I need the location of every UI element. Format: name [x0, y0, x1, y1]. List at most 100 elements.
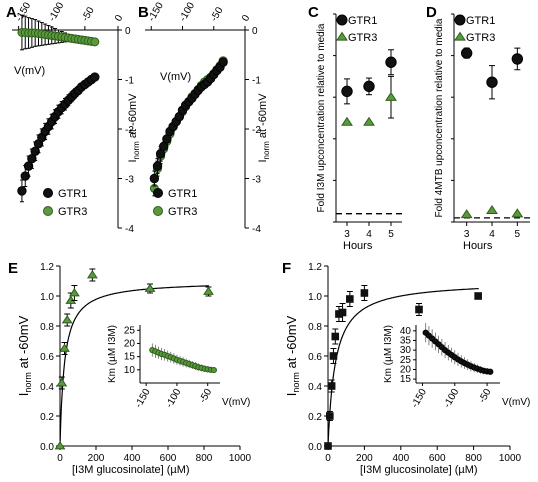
x-tick-label: 0 [325, 453, 331, 464]
x-tick-label: 200 [356, 453, 373, 464]
y-tick-label: -3 [252, 175, 261, 186]
inset-y-tick-label: 35 [400, 335, 412, 346]
y-tick-label: 0 [125, 26, 131, 37]
y-tick-label: -3 [125, 175, 134, 186]
legend-a-gtr3: GTR3 [58, 206, 87, 218]
panel-d: 3 4 5 Fold 4MTB upconcentration relative to… [434, 13, 530, 240]
x-tick-label: 600 [429, 453, 446, 464]
inset-x-axis-label: V(mV) [502, 397, 530, 408]
x-tick-label: 0 [113, 13, 126, 24]
y-tick-label: -1 [125, 76, 134, 87]
y-tick-label: 0 [252, 26, 258, 37]
data-point [329, 352, 338, 360]
legend-b-gtr3-marker [153, 206, 163, 216]
inset-y-tick-label: 20 [124, 338, 136, 349]
panel-f-xlabel: [I3M glucosinolate] (µM) [360, 464, 478, 476]
y-tick-label: -1 [252, 76, 261, 87]
data-point-gtr1 [486, 76, 498, 88]
inset-x-tick-label: -50 [477, 387, 494, 405]
x-tick-label: 200 [88, 453, 105, 464]
data-point-gtr1 [218, 57, 228, 67]
data-point [326, 412, 334, 420]
y-axis-label: Inorm at -60mV [16, 315, 33, 396]
panel-f-text: [I3M glucosinolate] (µM) [360, 464, 478, 476]
data-point [203, 286, 214, 295]
y-tick-label: 1.2 [308, 262, 322, 273]
y-axis-label: Fold I3M upconcentration relative to med… [316, 23, 327, 212]
y-tick-label: 0.6 [40, 352, 54, 363]
inset-data-point [487, 368, 494, 375]
legend-gtr3-marker [454, 31, 466, 41]
y-tick-label: 0.2 [308, 412, 322, 423]
inset-y-axis-label: Km (µM I3M) [383, 325, 394, 383]
y-tick-label: -2 [125, 125, 134, 136]
panel-f: 0 200 400 600 800 1000 0.0 0.2 0.4 0.6 0.8 1.0 1.2 In… [284, 262, 530, 464]
y-tick-label: 0.4 [308, 382, 322, 393]
panel-c-xlabel: Hours [343, 240, 373, 252]
data-point-gtr3 [460, 209, 473, 219]
data-point-gtr1 [90, 72, 100, 82]
legend-c-gtr1: GTR1 [348, 15, 377, 27]
panel-b-xlabel: V(mV) [160, 71, 191, 83]
data-point-gtr3 [341, 116, 353, 126]
data-point [86, 270, 98, 279]
data-point [144, 283, 156, 292]
panel-b-ylabel: Inorm at -60mV [257, 93, 271, 163]
x-tick-label: 0 [57, 453, 63, 464]
y-tick-label: 0.2 [40, 412, 54, 423]
legend-b-gtr3: GTR3 [168, 206, 197, 218]
legend-a-gtr1-marker [43, 188, 53, 198]
legend-b-gtr1: GTR1 [168, 188, 197, 200]
y-tick-label: -2 [252, 125, 261, 136]
panel-e: 0 200 400 600 800 1000 0.0 0.2 0.4 0.6 0.8 1.0 1.2 In… [16, 262, 252, 464]
inset-y-axis-label: Km (µM I3M) [107, 325, 118, 383]
inset-y-tick-label: 10 [124, 365, 136, 376]
data-point-gtr3 [363, 116, 375, 126]
data-point [61, 315, 73, 324]
panel-b-text: V(mV) GTR1 GTR3 [160, 71, 197, 218]
legend-a-gtr3-marker [43, 206, 53, 216]
data-point-gtr1 [511, 53, 524, 65]
x-tick-label: 4 [489, 229, 495, 240]
y-axis-label: Inorm at -60mV [284, 315, 301, 396]
y-axis-label: Fold 4MTB upconcentration relative to me… [434, 18, 445, 217]
panel-d-xlabel: Hours [463, 240, 493, 252]
y-tick-label: 0.8 [40, 322, 54, 333]
legend-a-gtr1: GTR1 [58, 188, 87, 200]
inset-x-tick-label: -150 [410, 387, 430, 410]
inset-data-point [210, 366, 217, 374]
panel-e-text: [I3M glucosinolate] (µM) [72, 464, 190, 476]
x-tick-label: 3 [344, 229, 350, 240]
data-point [331, 332, 340, 341]
panel-a-xlabel: V(mV) [14, 65, 45, 77]
x-tick-label: -50 [80, 5, 97, 23]
inset-x-tick-label: -100 [164, 387, 184, 410]
y-tick-label: 0.0 [40, 442, 54, 453]
data-point-gtr1 [385, 56, 397, 68]
y-tick-label: 0.8 [308, 322, 322, 333]
data-point-gtr1 [341, 85, 353, 98]
inset-x-tick-label: -100 [442, 387, 462, 410]
y-tick-label: 0.4 [40, 382, 54, 393]
panel-b: -150 -100 -50 0 0 -1 -2 -3 -4 Inorm at -60mV [145, 0, 271, 235]
x-tick-label: -50 [209, 5, 226, 23]
data-point [56, 378, 68, 387]
panel-d-text: GTR1 GTR3 Hours [463, 15, 495, 252]
panel-e-inset: -150 -100 -50 10 15 20 25 Km (µM I3M) V(mV) [107, 325, 250, 410]
y-tick-label: -4 [252, 224, 261, 235]
legend-d-gtr1: GTR1 [466, 15, 495, 27]
data-point [54, 441, 66, 450]
data-point [415, 305, 423, 314]
data-point-gtr3 [90, 37, 100, 47]
inset-y-tick-label: 25 [124, 325, 136, 336]
x-tick-label: -100 [47, 0, 67, 23]
legend-gtr1-marker [336, 14, 348, 26]
data-point [474, 292, 482, 300]
inset-x-axis-label: V(mV) [222, 397, 250, 408]
x-tick-label: 1000 [499, 453, 522, 464]
panel-a-ylabel: Inorm at -60mV [127, 93, 141, 163]
inset-y-tick-label: 20 [400, 364, 412, 375]
legend-d-gtr3: GTR3 [466, 32, 495, 44]
legend-gtr3-marker [336, 31, 348, 41]
